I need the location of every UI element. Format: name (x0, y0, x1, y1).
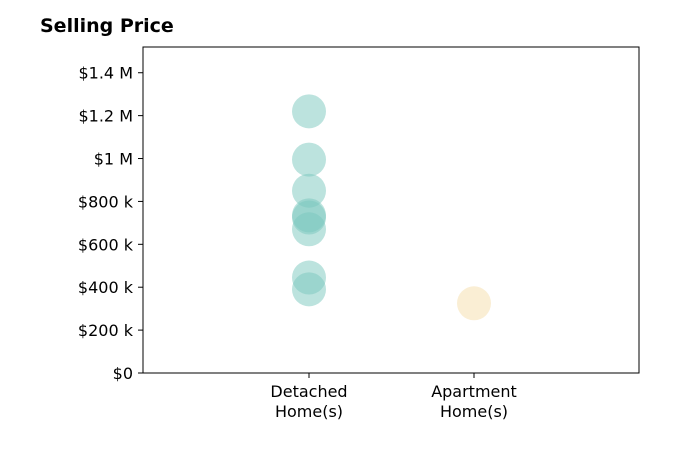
y-tick-label: $600 k (78, 235, 134, 254)
plot-frame (142, 46, 640, 374)
y-tick-label: $0 (113, 364, 133, 383)
x-tick-label: Detached (270, 382, 347, 401)
x-tick-label: Home(s) (275, 402, 343, 421)
y-tick-label: $1 M (94, 150, 133, 169)
data-point (292, 272, 326, 307)
data-point (292, 94, 326, 129)
y-tick-label: $1.2 M (78, 107, 133, 126)
y-tick-label: $400 k (78, 278, 134, 297)
data-points (292, 94, 491, 321)
x-tick-label: Apartment (431, 382, 517, 401)
data-point (292, 212, 326, 247)
data-point (292, 173, 326, 208)
y-tick-label: $200 k (78, 321, 134, 340)
chart-title: Selling Price (40, 15, 174, 37)
x-tick-label: Home(s) (440, 402, 508, 421)
y-tick-label: $800 k (78, 192, 134, 211)
data-point (457, 286, 491, 321)
y-tick-label: $1.4 M (78, 64, 133, 83)
y-axis: $0 $200 k $400 k $600 k $800 k $1 M $1.2 M $1.4… (78, 64, 143, 383)
data-point (292, 142, 326, 177)
